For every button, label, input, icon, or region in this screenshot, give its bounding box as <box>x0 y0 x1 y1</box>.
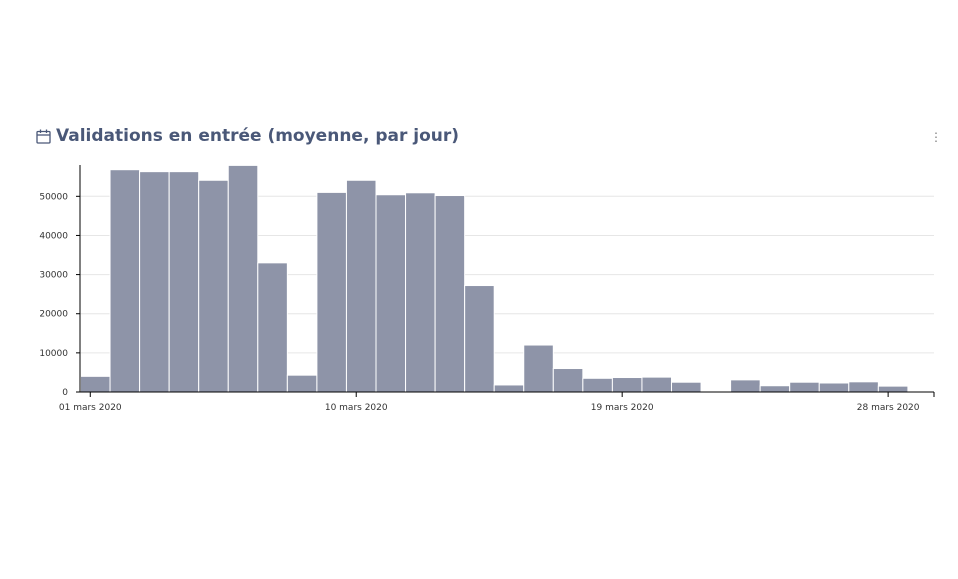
chart-title: Validations en entrée (moyenne, par jour… <box>56 126 460 146</box>
bar[interactable] <box>582 377 613 393</box>
bar[interactable] <box>168 171 200 393</box>
bar[interactable] <box>109 169 141 393</box>
bar[interactable] <box>641 376 673 393</box>
bar[interactable] <box>789 381 820 393</box>
bar[interactable] <box>345 179 377 393</box>
y-tick-label: 20000 <box>39 310 68 320</box>
axes: 0 10000 20000 30000 40000 50000 01 mars 2020 10… <box>39 165 935 413</box>
bar[interactable] <box>611 377 643 393</box>
x-tick-label: 01 mars 2020 <box>59 403 122 413</box>
bars <box>80 164 909 393</box>
bar[interactable] <box>198 179 229 393</box>
bar[interactable] <box>139 171 170 393</box>
bar[interactable] <box>493 384 525 393</box>
bar[interactable] <box>227 164 259 393</box>
bar[interactable] <box>80 375 111 393</box>
y-tick-label: 0 <box>62 388 68 398</box>
bar[interactable] <box>877 385 909 393</box>
x-tick-label: 28 mars 2020 <box>857 403 920 413</box>
bar[interactable] <box>375 194 407 393</box>
y-tick-label: 50000 <box>39 192 68 202</box>
chart-header: Validations en entrée (moyenne, par jour… <box>36 126 459 146</box>
bar[interactable] <box>671 381 702 393</box>
calendar-icon <box>36 129 51 144</box>
bar[interactable] <box>848 381 879 393</box>
x-tick-label: 19 mars 2020 <box>591 403 654 413</box>
bar[interactable] <box>759 385 791 393</box>
bar[interactable] <box>257 262 288 393</box>
bar[interactable] <box>405 192 436 393</box>
bar[interactable] <box>316 191 347 393</box>
bar[interactable] <box>523 344 554 393</box>
bar[interactable] <box>286 374 318 393</box>
bar[interactable] <box>464 285 495 393</box>
bar[interactable] <box>730 379 761 393</box>
y-tick-label: 10000 <box>39 349 68 359</box>
bar[interactable] <box>818 382 850 393</box>
y-tick-label: 30000 <box>39 271 68 281</box>
x-tick-label: 10 mars 2020 <box>325 403 388 413</box>
y-tick-label: 40000 <box>39 231 68 241</box>
bar[interactable] <box>434 195 466 393</box>
bar[interactable] <box>552 368 584 393</box>
